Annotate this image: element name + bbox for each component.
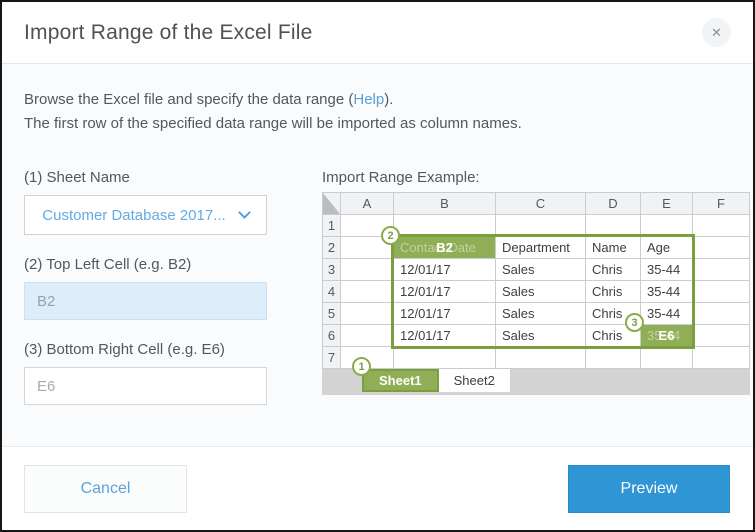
col-header-b: B (394, 193, 496, 215)
preview-button[interactable]: Preview (568, 464, 730, 513)
grid-corner-cell (323, 193, 341, 215)
intro-line-2: The first row of the specified data rang… (24, 115, 522, 132)
example-title: Import Range Example: (322, 169, 480, 186)
cell-b5: 12/01/17 (394, 303, 496, 325)
cell-d3: Chris (586, 259, 641, 281)
sheet-name-value: Customer Database 2017... (42, 206, 226, 224)
cell-c7 (496, 347, 586, 369)
row-header-4: 4 (323, 281, 341, 303)
cell-f1 (693, 215, 750, 237)
chevron-down-icon (237, 206, 251, 219)
top-left-cell-label: (2) Top Left Cell (e.g. B2) (24, 256, 192, 273)
bottom-right-cell-label: (3) Bottom Right Cell (e.g. E6) (24, 341, 225, 358)
col-header-c: C (496, 193, 586, 215)
top-left-cell-input[interactable] (24, 282, 267, 320)
intro-line-1-after: ). (384, 91, 394, 108)
col-header-f: F (693, 193, 750, 215)
col-header-d: D (586, 193, 641, 215)
cell-b2-value: Contact Date (400, 240, 476, 255)
cell-c2: Department (496, 237, 586, 259)
sheet-name-label: (1) Sheet Name (24, 169, 130, 186)
cell-c4: Sales (496, 281, 586, 303)
dialog-footer: Cancel Preview (2, 446, 753, 530)
row-header-5: 5 (323, 303, 341, 325)
cell-f5 (693, 303, 750, 325)
spreadsheet-grid: A B C D E F 1 (322, 192, 750, 369)
cell-b6: 12/01/17 (394, 325, 496, 347)
cell-b2-range-start: Contact Date B2 (394, 237, 496, 259)
cell-b1 (394, 215, 496, 237)
cell-f2 (693, 237, 750, 259)
cell-b4: 12/01/17 (394, 281, 496, 303)
dialog-header: Import Range of the Excel File ✕ (2, 2, 753, 64)
step-2-badge: 2 (381, 226, 400, 245)
row-header-7: 7 (323, 347, 341, 369)
form-column: (1) Sheet Name Customer Database 2017...… (24, 169, 267, 426)
cell-f6 (693, 325, 750, 347)
row-header-6: 6 (323, 325, 341, 347)
cell-a4 (341, 281, 394, 303)
col-header-e: E (641, 193, 693, 215)
cell-a6 (341, 325, 394, 347)
cell-c5: Sales (496, 303, 586, 325)
cell-b3: 12/01/17 (394, 259, 496, 281)
cell-f3 (693, 259, 750, 281)
cell-c6: Sales (496, 325, 586, 347)
example-column: Import Range Example: A B C D E F 1 (322, 169, 752, 426)
step-3-badge: 3 (625, 313, 644, 332)
cell-d2: Name (586, 237, 641, 259)
cancel-button[interactable]: Cancel (24, 464, 187, 513)
cell-d1 (586, 215, 641, 237)
intro-line-1-before: Browse the Excel file and specify the da… (24, 91, 354, 108)
sheet-tab-bar: Sheet1 Sheet2 (322, 369, 750, 395)
cell-e2: Age (641, 237, 693, 259)
cell-e1 (641, 215, 693, 237)
row-header-3: 3 (323, 259, 341, 281)
e6-range-label: E6 (658, 328, 675, 343)
row-header-1: 1 (323, 215, 341, 237)
close-icon: ✕ (711, 25, 722, 40)
dialog-body: Browse the Excel file and specify the da… (2, 64, 753, 446)
cell-e3: 35-44 (641, 259, 693, 281)
cell-e6-value: 35-44 (647, 328, 681, 343)
body-columns: (1) Sheet Name Customer Database 2017...… (24, 169, 750, 426)
cell-e4: 35-44 (641, 281, 693, 303)
cell-e7 (641, 347, 693, 369)
cell-e6-range-end: 35-44 E6 (641, 325, 693, 347)
cell-c1 (496, 215, 586, 237)
b2-range-label: B2 (436, 240, 453, 255)
cell-c3: Sales (496, 259, 586, 281)
close-button[interactable]: ✕ (702, 18, 731, 47)
cell-a3 (341, 259, 394, 281)
cell-e5: 35-44 (641, 303, 693, 325)
intro-line-1: Browse the Excel file and specify the da… (24, 88, 731, 112)
dialog-title: Import Range of the Excel File (24, 20, 313, 44)
sheet-name-select[interactable]: Customer Database 2017... (24, 195, 267, 235)
cell-f4 (693, 281, 750, 303)
help-link[interactable]: Help (353, 91, 385, 108)
col-header-a: A (341, 193, 394, 215)
cell-d7 (586, 347, 641, 369)
bottom-right-cell-input[interactable] (24, 367, 267, 405)
sheet-tab-sheet1[interactable]: Sheet1 (362, 369, 439, 392)
spreadsheet-example: A B C D E F 1 (322, 192, 752, 395)
cell-d4: Chris (586, 281, 641, 303)
sheet-tab-sheet2[interactable]: Sheet2 (438, 369, 510, 392)
cell-a5 (341, 303, 394, 325)
cell-b7 (394, 347, 496, 369)
row-header-2: 2 (323, 237, 341, 259)
cell-f7 (693, 347, 750, 369)
step-1-badge: 1 (352, 357, 371, 376)
